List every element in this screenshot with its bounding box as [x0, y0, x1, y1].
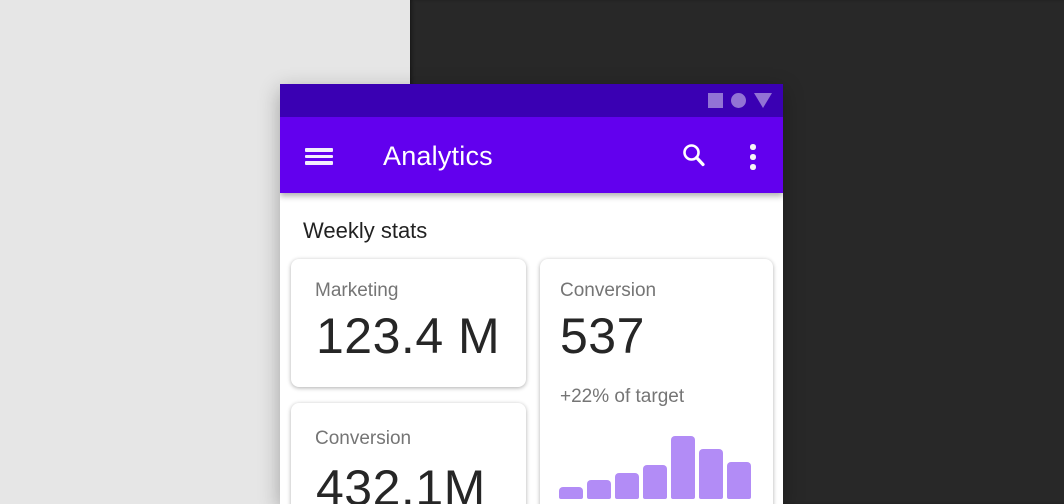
chart-bar [727, 462, 751, 499]
stat-label: Marketing [315, 280, 399, 301]
stat-card-conversion-2[interactable]: Conversion 432.1M [291, 403, 526, 504]
content-area: Weekly stats Marketing 123.4 M Conversio… [280, 193, 783, 504]
recents-square-icon[interactable] [708, 93, 723, 108]
chart-bar [615, 473, 639, 499]
stat-value: 432.1M [316, 460, 486, 504]
stat-card-conversion[interactable]: Conversion 537 +22% of target [540, 259, 773, 504]
menu-icon[interactable] [305, 148, 333, 165]
stat-label: Conversion [315, 428, 412, 449]
chart-bar [643, 465, 667, 499]
status-bar [280, 84, 783, 117]
stat-card-marketing[interactable]: Marketing 123.4 M [291, 259, 526, 387]
chart-bar [671, 436, 695, 499]
stat-label: Conversion [560, 280, 657, 301]
stat-value: 537 [560, 308, 645, 364]
overflow-menu-icon[interactable] [750, 144, 756, 170]
section-title: Weekly stats [303, 218, 428, 243]
search-icon[interactable] [680, 141, 708, 169]
chart-bar [559, 487, 583, 499]
phone-light-theme: Analytics Weekly stats Marketing 123.4 M… [280, 84, 783, 504]
stat-value: 123.4 M [316, 308, 501, 364]
app-title: Analytics [383, 141, 493, 171]
bar-chart [559, 433, 751, 499]
chart-bar [587, 480, 611, 499]
back-triangle-icon[interactable] [754, 93, 772, 108]
app-bar: Analytics [280, 117, 783, 193]
stat-subtext: +22% of target [560, 386, 685, 407]
chart-bar [699, 449, 723, 499]
home-circle-icon[interactable] [731, 93, 746, 108]
phone-mockup: Analytics Weekly stats Marketing 123.4 M… [280, 84, 783, 504]
